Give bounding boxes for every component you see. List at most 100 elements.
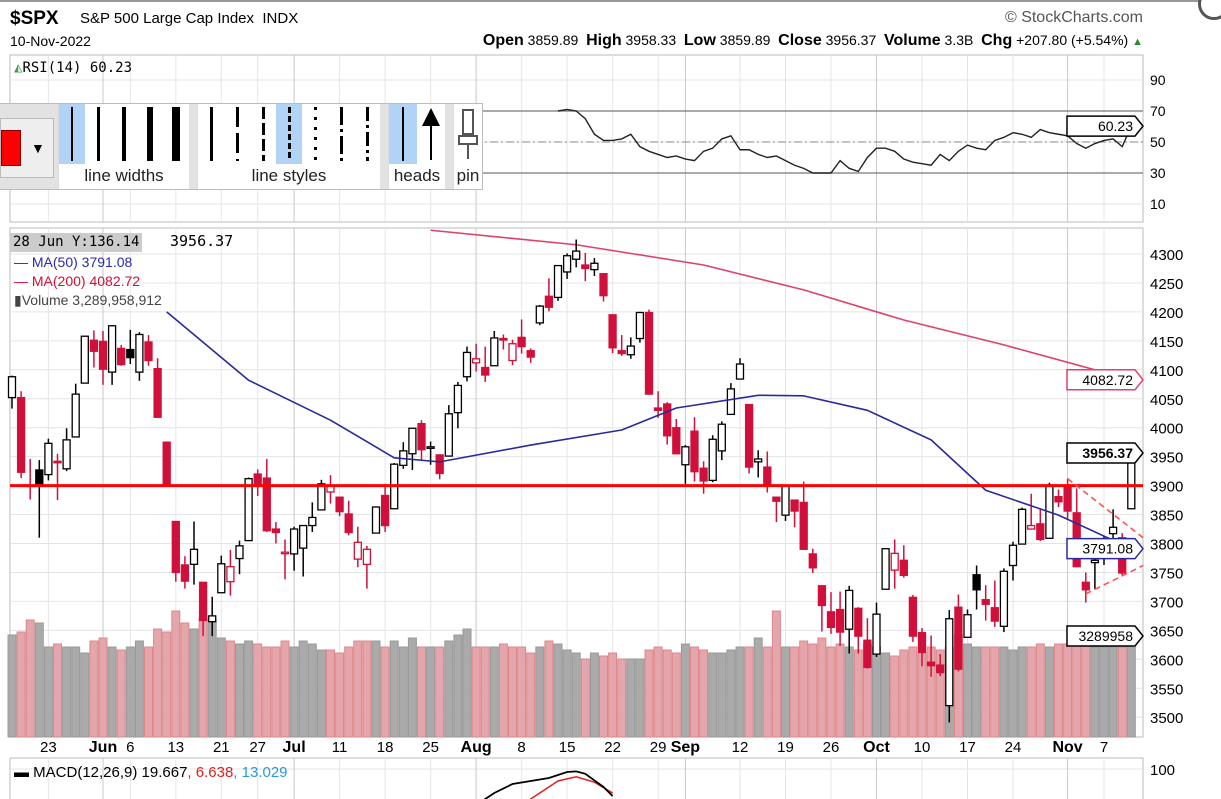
ma200-legend-text: MA(200) 4082.72: [31, 273, 141, 289]
volume-bar: [280, 640, 290, 738]
candle-body: [1108, 526, 1118, 535]
volume-bar: [262, 646, 272, 738]
volume-bar: [1072, 643, 1082, 738]
candle-body: [854, 607, 863, 637]
color-picker[interactable]: ▼: [0, 118, 54, 178]
line-style-dash-dot-2[interactable]: [354, 104, 380, 164]
line-width-4[interactable]: [137, 104, 163, 164]
volume-label: Volume: [884, 32, 941, 49]
volume-bar: [671, 652, 681, 738]
candle: [280, 539, 290, 580]
heads-group: heads: [388, 104, 445, 189]
security-name-text: S&P 500 Large Cap Index: [80, 10, 255, 27]
rsi-tag-box: [1066, 115, 1144, 137]
ma50-tag: 3791.08: [1066, 537, 1144, 560]
candle-body: [426, 446, 435, 449]
volume-bar: [162, 631, 172, 738]
candle-body: [617, 350, 626, 355]
candle: [71, 383, 80, 438]
candle: [653, 391, 663, 418]
line-style-long-dash[interactable]: [224, 104, 250, 164]
volume-bar: [1126, 637, 1136, 738]
candle-body: [444, 413, 453, 457]
line-width-3[interactable]: [111, 104, 137, 164]
candle-body: [772, 496, 781, 502]
volume-bar: [881, 652, 891, 738]
volume-bar: [653, 646, 663, 738]
line-style-solid[interactable]: [198, 104, 224, 164]
candle-body: [826, 611, 836, 629]
price-axis-label: 3900: [1150, 479, 1183, 496]
candle-body: [362, 548, 372, 565]
volume-bar: [735, 646, 745, 738]
candle: [999, 568, 1009, 633]
candle: [617, 335, 626, 356]
candle-body: [635, 311, 645, 340]
candle: [1017, 507, 1027, 545]
candle: [908, 595, 918, 642]
candle-body: [526, 350, 535, 358]
candle-body: [126, 348, 135, 359]
candle-body: [1017, 508, 1027, 545]
head-none[interactable]: [389, 104, 417, 164]
candle-body: [999, 570, 1009, 627]
line-style-short-dash[interactable]: [276, 104, 302, 164]
candle-body: [954, 606, 963, 670]
line-width-2[interactable]: [85, 104, 111, 164]
volume-bar: [1017, 646, 1027, 738]
volume-bar: [1108, 646, 1118, 738]
volume-bar: [253, 643, 263, 738]
volume-bar: [790, 646, 800, 738]
line-style-dash[interactable]: [250, 104, 276, 164]
candle-body: [435, 454, 444, 475]
candle-body: [317, 483, 326, 511]
rsi-tag-text: 60.23: [1098, 118, 1133, 134]
candle-body: [117, 347, 126, 366]
candle-body: [708, 438, 717, 482]
candle: [690, 417, 699, 482]
candle-body: [153, 367, 162, 418]
volume-bar: [371, 640, 381, 738]
pin-icon[interactable]: [454, 104, 482, 164]
volume-bar: [589, 652, 599, 738]
volume-bar: [1117, 646, 1127, 738]
price-axis-label: 3550: [1150, 681, 1183, 698]
arrow-up-icon[interactable]: [417, 104, 445, 164]
candle-body: [490, 337, 499, 367]
candle: [708, 435, 717, 483]
volume-bar: [999, 646, 1009, 738]
line-width-1[interactable]: [59, 104, 85, 164]
candle-body: [735, 363, 745, 380]
line-style-dash-dot[interactable]: [328, 104, 354, 164]
candle: [535, 304, 544, 326]
candle: [226, 549, 235, 596]
rsi-axis-label: 70: [1150, 103, 1166, 119]
candle-body: [681, 446, 690, 466]
volume-bar: [626, 658, 636, 738]
candle: [7, 375, 17, 409]
candle: [462, 346, 472, 382]
candle-body: [71, 393, 80, 438]
macd-axis-label: 100: [1150, 762, 1175, 779]
last-price-readout: 3956.37: [170, 232, 234, 250]
volume-bar: [189, 628, 199, 738]
date-axis-label: 7: [1100, 739, 1108, 756]
rsi-axis-label: 90: [1150, 72, 1166, 88]
quote-date: 10-Nov-2022: [10, 33, 91, 49]
line-width-5[interactable]: [163, 104, 189, 164]
candle: [508, 339, 517, 366]
close-icon[interactable]: [1198, 0, 1221, 20]
volume-bar: [981, 646, 991, 738]
volume-bar: [225, 640, 235, 738]
candle: [471, 343, 481, 372]
candle: [499, 334, 508, 350]
date-axis-label: 11: [332, 739, 348, 756]
change-value: +207.80 (+5.54%): [1016, 32, 1129, 48]
candle: [162, 441, 171, 486]
candle: [335, 496, 344, 517]
candle: [80, 335, 89, 384]
line-style-dot[interactable]: [302, 104, 328, 164]
volume-bar: [407, 637, 417, 738]
volume-bar: [762, 646, 772, 738]
